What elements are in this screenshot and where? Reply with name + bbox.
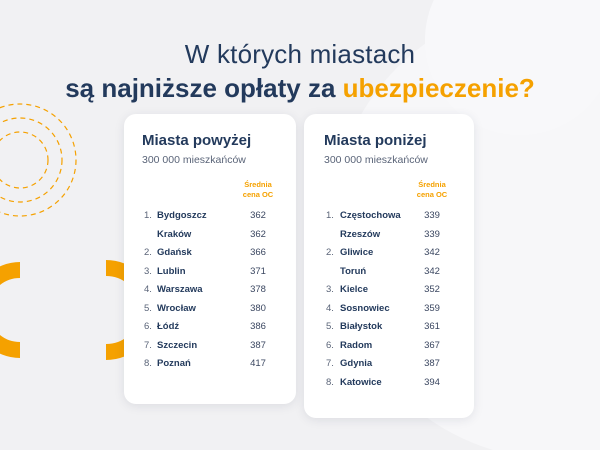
average-price: 371	[250, 265, 266, 277]
rank-number: 7.	[326, 358, 334, 369]
city-name: Rzeszów	[340, 228, 381, 240]
average-price: 342	[424, 247, 440, 258]
rank-number: 4.	[326, 302, 334, 314]
price-column-header-line-2: cena OC	[416, 190, 448, 199]
city-name: Gliwice	[340, 247, 374, 258]
average-price: 380	[250, 302, 266, 314]
city-name: Kraków	[157, 228, 192, 240]
list-item: 5. Wrocław 380	[124, 303, 296, 322]
card-subtitle: 300 000 mieszkańców	[324, 154, 428, 166]
city-name: Szczecin	[157, 339, 198, 351]
price-column-header-line-2: cena OC	[242, 190, 274, 199]
list-item: 6. Radom 367	[304, 340, 474, 359]
rank-number: 6.	[326, 339, 334, 351]
rank-number: 8.	[326, 376, 334, 388]
city-name: Gdynia	[340, 358, 373, 369]
title-line-2: są najniższe opłaty za ubezpieczenie?	[0, 72, 600, 104]
title-accent-word: ubezpieczenie?	[342, 73, 535, 103]
list-item: Rzeszów 339	[304, 229, 474, 248]
rank-number: 3.	[144, 265, 152, 277]
average-price: 367	[424, 339, 440, 351]
city-name: Kielce	[340, 284, 368, 295]
average-price: 394	[424, 376, 440, 388]
list-item: 7. Szczecin 387	[124, 340, 296, 359]
city-name: Bydgoszcz	[157, 210, 207, 221]
card-title: Miasta powyżej	[142, 132, 252, 149]
city-name: Warszawa	[157, 284, 203, 295]
list-item: 4. Sosnowiec 359	[304, 303, 474, 322]
city-name: Poznań	[157, 358, 191, 369]
list-item: 6. Łódź 386	[124, 321, 296, 340]
average-price: 359	[424, 302, 440, 314]
average-price: 366	[250, 247, 266, 258]
list-item: 2. Gdańsk 366	[124, 247, 296, 266]
list-item: 4. Warszawa 378	[124, 284, 296, 303]
list-item: 1. Częstochowa 339	[304, 210, 474, 229]
city-name: Częstochowa	[340, 210, 401, 221]
price-column-header: Średnia cena OC	[228, 180, 288, 200]
page-title: W których miastach są najniższe opłaty z…	[0, 38, 600, 104]
rank-number: 8.	[144, 358, 152, 369]
rank-number: 6.	[144, 321, 152, 332]
card-title: Miasta poniżej	[324, 132, 427, 149]
city-name: Radom	[340, 339, 373, 351]
rank-number: 7.	[144, 339, 152, 351]
average-price: 342	[424, 265, 440, 277]
city-name: Łódź	[157, 321, 180, 332]
city-name: Toruń	[340, 265, 367, 277]
city-name: Białystok	[340, 321, 383, 332]
city-name: Katowice	[340, 376, 382, 388]
average-price: 361	[424, 321, 440, 332]
rank-number: 5.	[144, 302, 152, 314]
rank-number: 1.	[144, 210, 152, 221]
card-small-cities: Miasta poniżej 300 000 mieszkańców Średn…	[304, 114, 474, 418]
list-item: 8. Poznań 417	[124, 358, 296, 377]
city-name: Sosnowiec	[340, 302, 390, 314]
title-line-2-prefix: są najniższe opłaty za	[65, 73, 343, 103]
rank-number: 2.	[144, 247, 152, 258]
background-circle-top	[425, 0, 600, 135]
list-item: 1. Bydgoszcz 362	[124, 210, 296, 229]
average-price: 339	[424, 228, 440, 240]
average-price: 378	[250, 284, 266, 295]
price-column-header-line-1: Średnia	[244, 180, 272, 189]
average-price: 417	[250, 358, 266, 369]
list-item: 3. Kielce 352	[304, 284, 474, 303]
orange-ring-decoration	[0, 262, 21, 358]
rank-number: 5.	[326, 321, 334, 332]
city-name: Gdańsk	[157, 247, 192, 258]
average-price: 386	[250, 321, 266, 332]
rank-number: 3.	[326, 284, 334, 295]
city-name: Lublin	[157, 265, 186, 277]
rank-number: 4.	[144, 284, 152, 295]
card-large-cities: Miasta powyżej 300 000 mieszkańców Średn…	[124, 114, 296, 404]
city-name: Wrocław	[157, 302, 196, 314]
average-price: 387	[250, 339, 266, 351]
rank-number: 2.	[326, 247, 334, 258]
list-item: 2. Gliwice 342	[304, 247, 474, 266]
city-list: 1. Częstochowa 339 Rzeszów 339 2. Gliwice 342 To…	[304, 210, 474, 395]
rank-number: 1.	[326, 210, 334, 221]
list-item: 5. Białystok 361	[304, 321, 474, 340]
average-price: 362	[250, 228, 266, 240]
average-price: 339	[424, 210, 440, 221]
list-item: 3. Lublin 371	[124, 266, 296, 285]
price-column-header-line-1: Średnia	[418, 180, 446, 189]
card-subtitle: 300 000 mieszkańców	[142, 154, 246, 166]
list-item: 7. Gdynia 387	[304, 358, 474, 377]
title-line-1: W których miastach	[184, 39, 416, 69]
price-column-header: Średnia cena OC	[402, 180, 462, 200]
average-price: 362	[250, 210, 266, 221]
list-item: Kraków 362	[124, 229, 296, 248]
list-item: Toruń 342	[304, 266, 474, 285]
average-price: 387	[424, 358, 440, 369]
city-list: 1. Bydgoszcz 362 Kraków 362 2. Gdańsk 366 3. Lubl…	[124, 210, 296, 377]
average-price: 352	[424, 284, 440, 295]
dashed-arcs-decoration	[0, 103, 77, 217]
list-item: 8. Katowice 394	[304, 377, 474, 396]
